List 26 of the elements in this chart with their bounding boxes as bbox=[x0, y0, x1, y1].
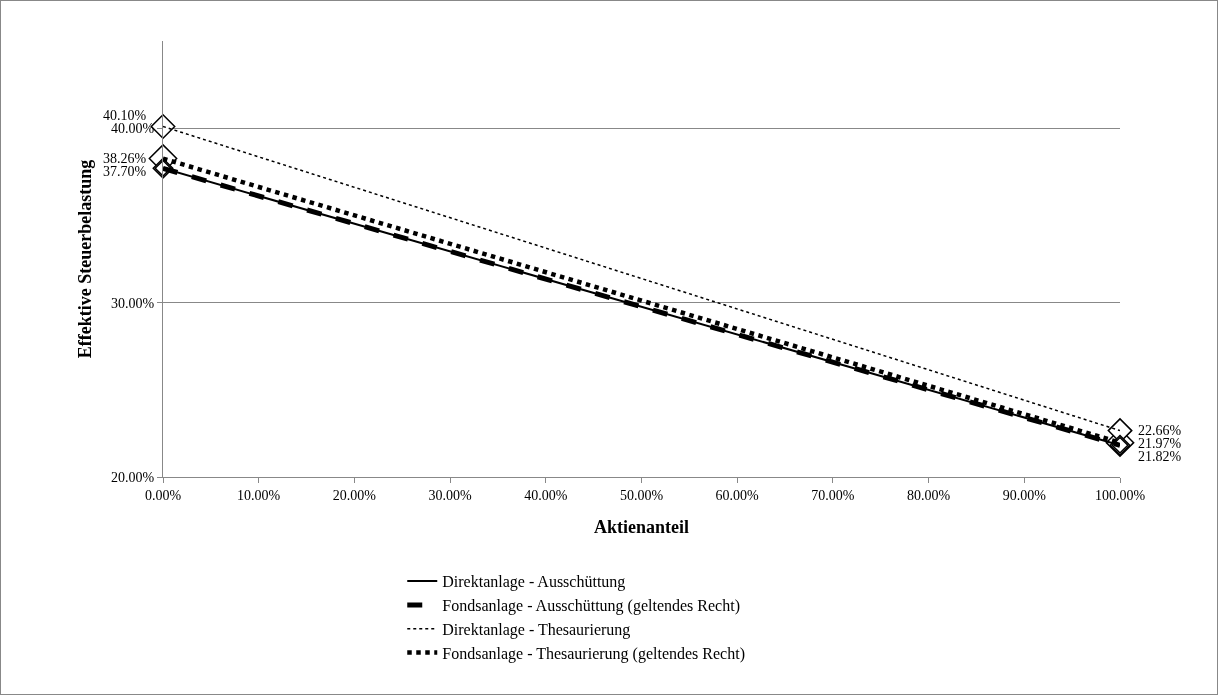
data-label: 21.97% bbox=[1138, 436, 1182, 451]
x-tick-label: 90.00% bbox=[1002, 487, 1047, 503]
x-tick-label: 10.00% bbox=[237, 487, 281, 503]
x-axis-title: Aktienanteil bbox=[593, 516, 690, 537]
legend-label: Direktanlage - Ausschüttung bbox=[442, 573, 626, 592]
legend-label: Fondsanlage - Thesaurierung (geltendes Recht) bbox=[442, 644, 745, 663]
x-tick-label: 100.00% bbox=[1094, 487, 1146, 503]
legend-label: Direktanlage - Thesaurierung bbox=[442, 620, 631, 639]
x-tick-label: 40.00% bbox=[524, 487, 568, 503]
x-tick-label: 70.00% bbox=[811, 487, 855, 503]
x-tick-label: 30.00% bbox=[428, 487, 473, 503]
x-tick-label: 50.00% bbox=[619, 487, 664, 503]
y-tick-label: 30.00% bbox=[111, 295, 155, 311]
y-tick-label: 40.00% bbox=[111, 121, 155, 137]
x-tick-label: 80.00% bbox=[907, 487, 951, 503]
legend-label: Fondsanlage - Ausschüttung (geltendes Recht) bbox=[442, 597, 740, 616]
x-tick-label: 60.00% bbox=[715, 487, 760, 503]
data-label: 21.82% bbox=[1138, 449, 1182, 464]
x-tick-label: 20.00% bbox=[332, 487, 377, 503]
x-tick-label: 0.00% bbox=[144, 487, 182, 503]
data-label: 40.10% bbox=[103, 108, 147, 123]
data-label: 37.70% bbox=[103, 164, 147, 179]
data-label: 38.26% bbox=[103, 151, 147, 166]
y-axis-title: Effektive Steuerbelastung bbox=[75, 159, 96, 359]
y-tick-label: 20.00% bbox=[111, 469, 155, 485]
data-label: 22.66% bbox=[1138, 423, 1182, 438]
